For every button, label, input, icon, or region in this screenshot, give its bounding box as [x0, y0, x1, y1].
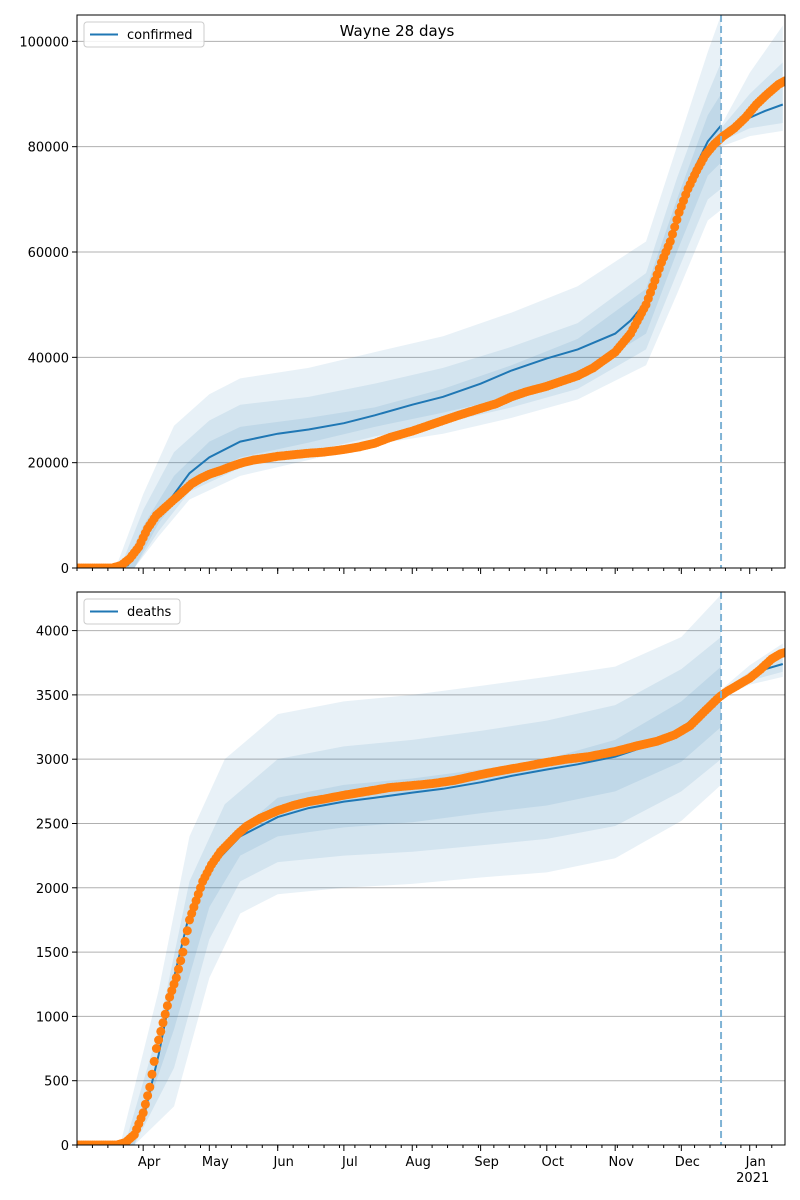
observed-point [147, 1069, 157, 1079]
y-tick-label: 3500 [36, 689, 69, 704]
legend: deaths [83, 598, 181, 625]
y-tick-label: 20000 [28, 457, 69, 472]
observed-point [143, 1091, 153, 1101]
plot-area [77, 15, 785, 568]
confirmed-panel: 0 20000 40000 60000 80000 100000 confirmed [19, 14, 786, 577]
x-tick-label: Dec [675, 1155, 700, 1170]
y-tick-label: 4000 [36, 625, 69, 640]
legend-label: deaths [127, 605, 172, 620]
confidence-band [77, 666, 722, 1145]
observed-point [668, 229, 677, 239]
legend-box [83, 598, 181, 625]
y-tick-label: 2500 [36, 817, 69, 832]
confidence-band [77, 15, 722, 568]
observed-point [174, 964, 183, 974]
confidence-band [77, 94, 722, 568]
legend: confirmed [83, 21, 205, 48]
x-tick-label: May [202, 1155, 229, 1170]
observed-point [180, 936, 190, 946]
x-tick-label: Jun [273, 1155, 294, 1170]
observed-point [145, 1082, 155, 1092]
observed-point [780, 647, 785, 657]
plot-area [77, 594, 785, 1145]
observed-point [156, 1026, 166, 1036]
observed-point [162, 1001, 172, 1011]
x-tick-label: Aug [406, 1155, 431, 1170]
observed-point [672, 215, 682, 225]
confidence-band [77, 594, 722, 1145]
x-tick-label: Oct [542, 1155, 564, 1170]
legend-label: confirmed [127, 28, 193, 43]
deaths-panel: 0 500 1000 1500 2000 2500 3000 3500 4000 Apr May Ju… [36, 591, 786, 1186]
x-tick-label: Jul [341, 1155, 358, 1170]
observed-point [670, 222, 680, 232]
observed-point [171, 973, 181, 983]
y-tick-label: 2000 [36, 882, 69, 897]
y-tick-label: 0 [61, 562, 69, 577]
observed-point [158, 1018, 168, 1028]
observed-point [182, 926, 192, 936]
y-tick-label: 40000 [28, 351, 69, 366]
y-tick-label: 80000 [28, 141, 69, 156]
observed-point [160, 1009, 170, 1019]
y-tick-label: 0 [61, 1139, 69, 1154]
observed-point [178, 947, 188, 957]
y-tick-label: 500 [44, 1075, 69, 1090]
y-tick-label: 100000 [19, 35, 69, 50]
y-tick-label: 3000 [36, 753, 69, 768]
observed-point [149, 1056, 159, 1066]
confidence-band [721, 25, 783, 147]
x-tick-label: Apr [138, 1155, 161, 1170]
legend-box [83, 21, 205, 48]
y-tick-label: 1500 [36, 946, 69, 961]
observed-point [154, 1035, 164, 1045]
observed-point [140, 1099, 150, 1109]
observed-point [151, 1044, 161, 1053]
x-year-label: 2021 [736, 1171, 769, 1186]
x-tick-label: Sep [474, 1155, 499, 1170]
chart-title: Wayne 28 days [340, 22, 455, 40]
observed-point [780, 76, 785, 86]
y-tick-label: 60000 [28, 246, 69, 261]
y-tick-label: 1000 [36, 1010, 69, 1025]
x-tick-label: Jan [745, 1155, 766, 1170]
x-tick-label: Nov [608, 1155, 634, 1170]
axes-frame [76, 591, 786, 1146]
observed-point [138, 1108, 148, 1118]
axes-frame [76, 14, 786, 569]
observed-point [665, 237, 675, 246]
observed-point [176, 956, 186, 966]
